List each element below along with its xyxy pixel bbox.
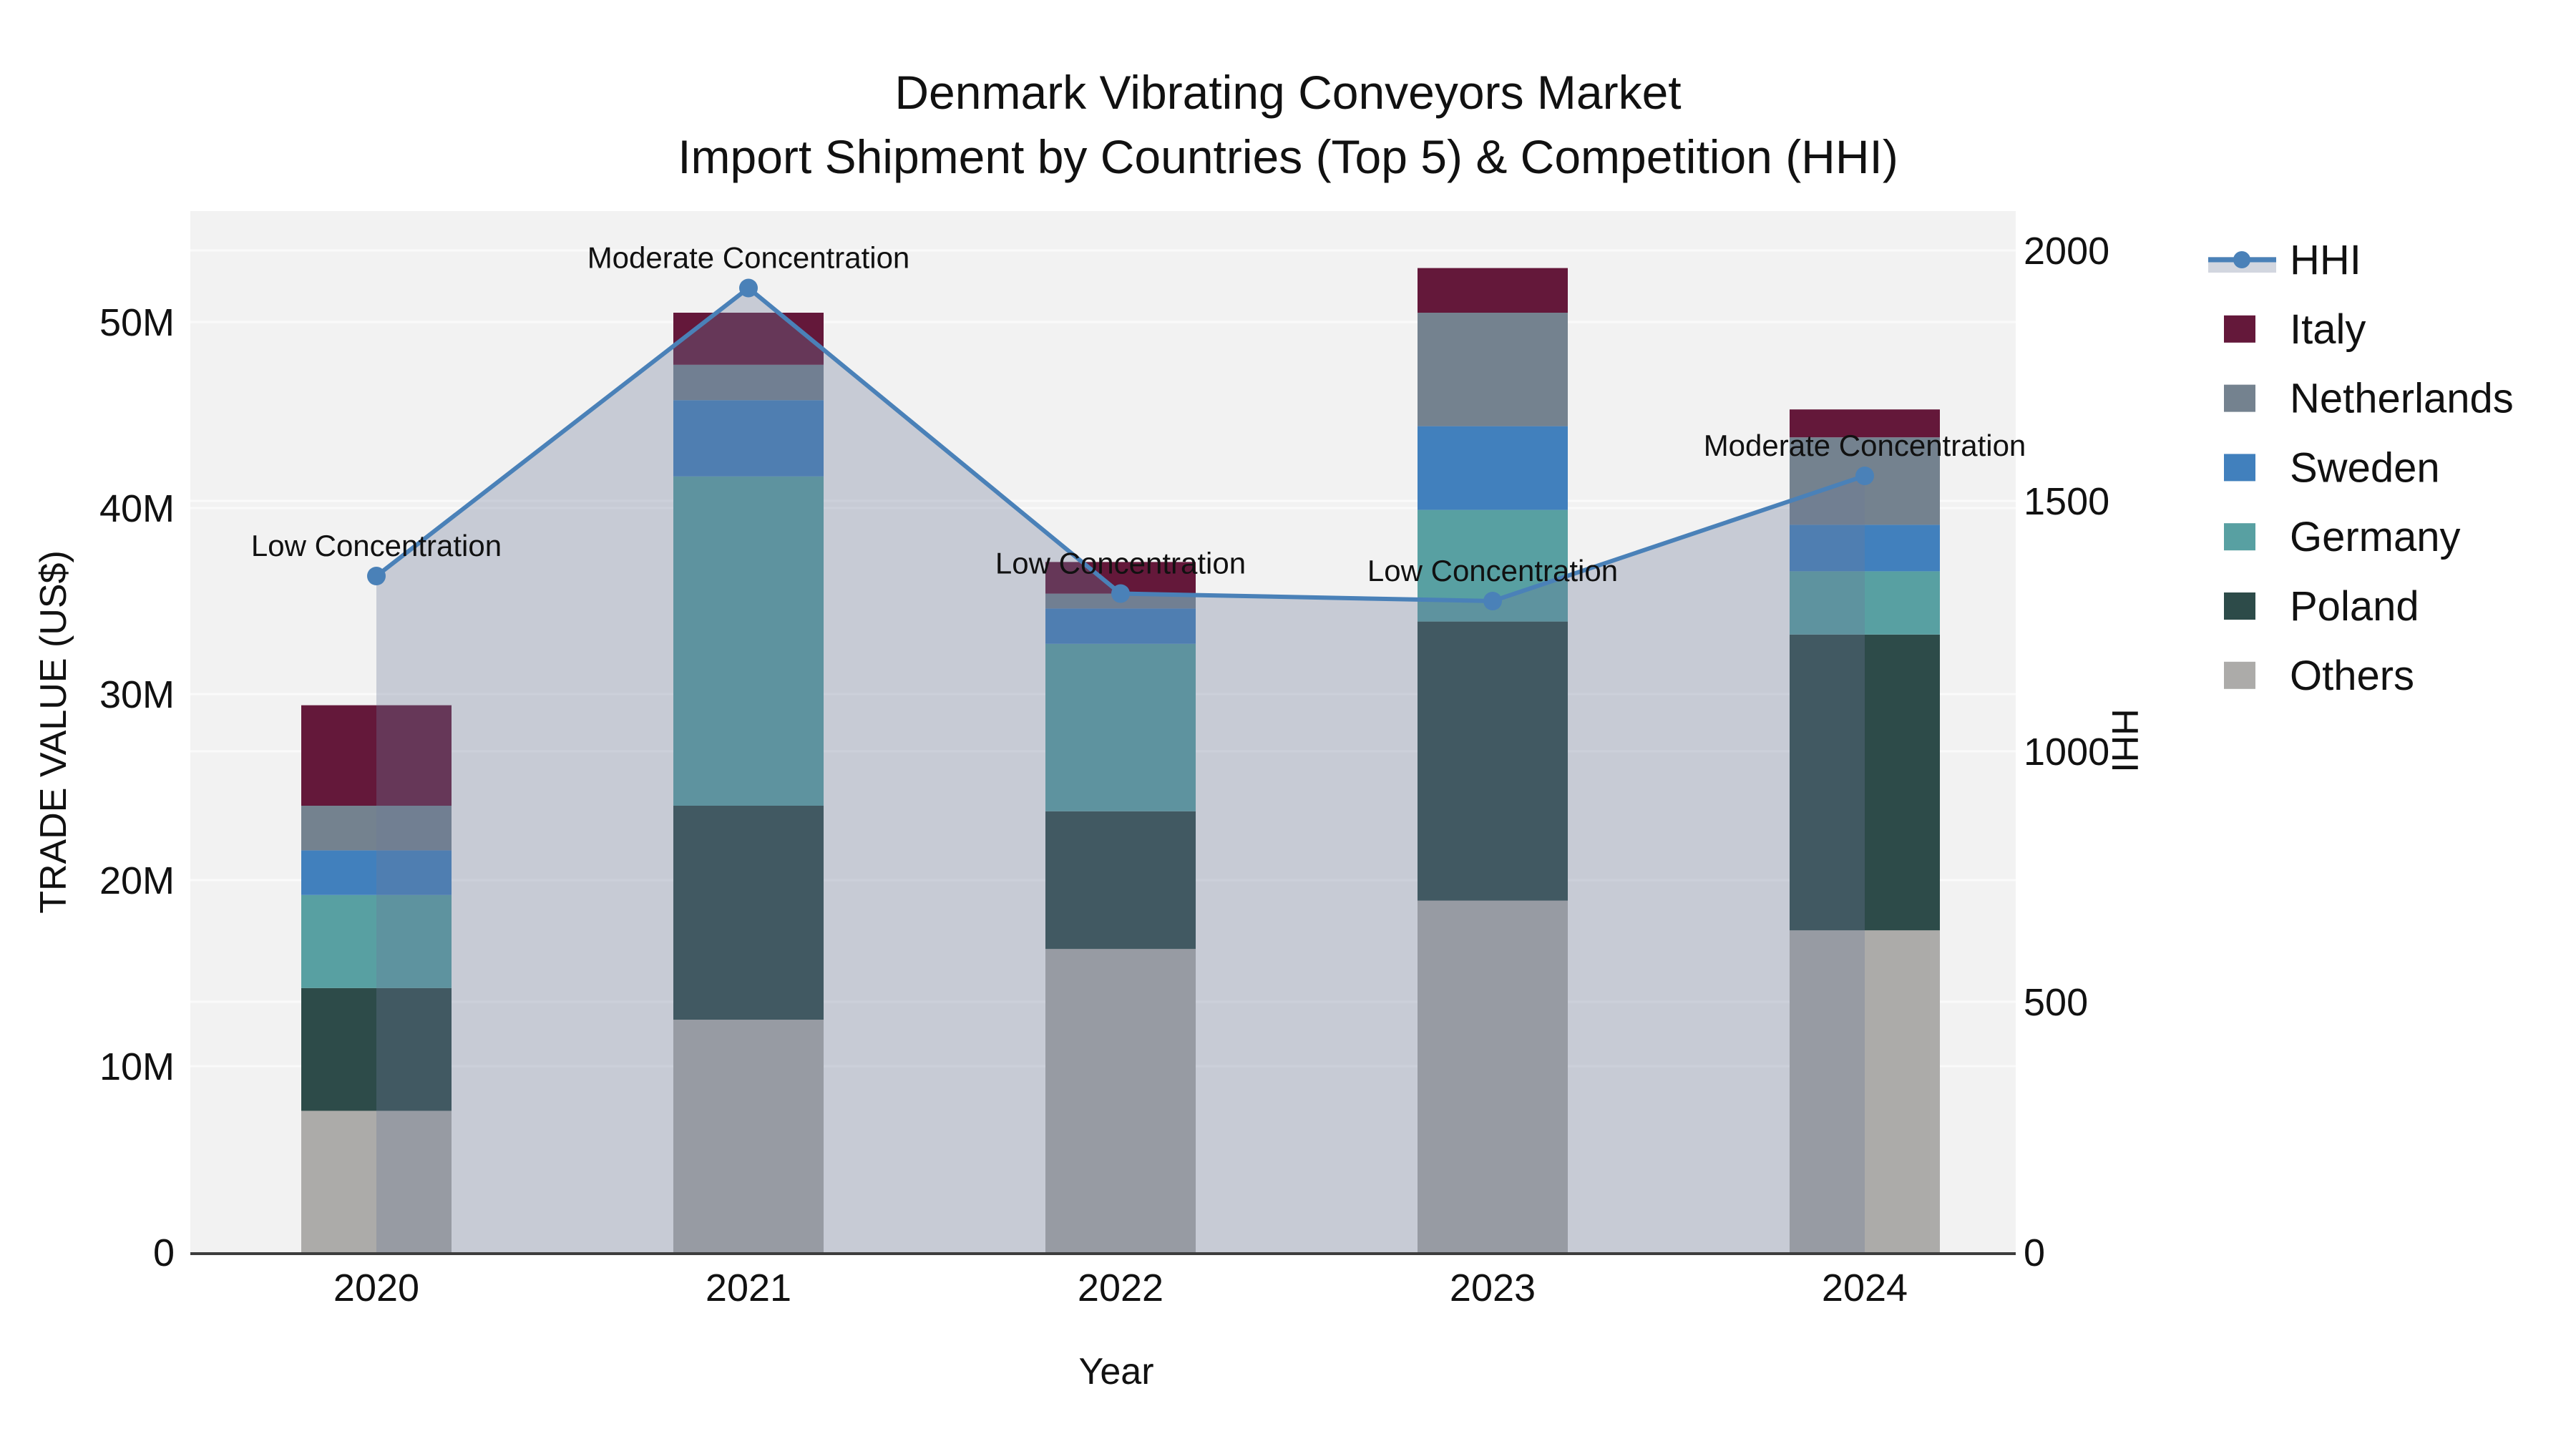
right-tick-1000: 1000	[2024, 731, 2109, 774]
x-tick-2020: 2020	[333, 1267, 419, 1309]
x-tick-2023: 2023	[1450, 1267, 1536, 1309]
x-tick-2024: 2024	[1822, 1267, 1908, 1309]
bar-segment-2020-germany[interactable]	[301, 894, 452, 988]
bar-segment-2021-netherlands[interactable]	[673, 364, 824, 401]
right-tick-0: 0	[2024, 1231, 2045, 1274]
legend-swatch-italy	[2224, 315, 2255, 343]
bar-segment-2022-germany[interactable]	[1045, 643, 1196, 811]
hhi-marker-2021[interactable]	[739, 278, 758, 298]
right-axis-title: HHI	[2104, 708, 2145, 773]
bar-segment-2020-sweden[interactable]	[301, 850, 452, 895]
left-tick-10M: 10M	[99, 1045, 175, 1088]
legend-item-germany[interactable]: Germany	[2224, 514, 2461, 560]
legend-swatch-germany	[2224, 523, 2255, 551]
legend-item-hhi[interactable]: HHI	[2208, 237, 2361, 283]
bar-series-group	[301, 268, 1940, 1252]
left-tick-20M: 20M	[99, 859, 175, 902]
hhi-marker-2020[interactable]	[367, 567, 386, 585]
legend-label-germany: Germany	[2290, 514, 2461, 560]
bar-segment-2022-poland[interactable]	[1045, 811, 1196, 950]
annotation-2020: Low Concentration	[251, 529, 502, 562]
x-tick-2022: 2022	[1078, 1267, 1163, 1309]
bar-segment-2024-germany[interactable]	[1790, 571, 1940, 635]
legend-label-sweden: Sweden	[2290, 444, 2440, 491]
bar-segment-2020-poland[interactable]	[301, 987, 452, 1111]
legend-item-sweden[interactable]: Sweden	[2224, 444, 2440, 491]
left-tick-30M: 30M	[99, 673, 175, 716]
bar-segment-2022-sweden[interactable]	[1045, 608, 1196, 644]
annotation-2023: Low Concentration	[1367, 554, 1618, 587]
bar-segment-2023-netherlands[interactable]	[1418, 313, 1568, 426]
left-tick-40M: 40M	[99, 487, 175, 530]
legend-label-others: Others	[2290, 653, 2414, 699]
left-tick-50M: 50M	[99, 301, 175, 344]
bar-segment-2020-italy[interactable]	[301, 705, 452, 806]
bar-segment-2023-poland[interactable]	[1418, 621, 1568, 901]
bar-segment-2022-others[interactable]	[1045, 949, 1196, 1252]
bar-segment-2023-sweden[interactable]	[1418, 426, 1568, 510]
legend-swatch-sweden	[2224, 454, 2255, 482]
legend-item-netherlands[interactable]: Netherlands	[2224, 376, 2514, 422]
left-tick-0: 0	[153, 1231, 175, 1274]
bar-segment-2023-others[interactable]	[1418, 900, 1568, 1252]
right-tick-2000: 2000	[2024, 230, 2109, 273]
legend-item-italy[interactable]: Italy	[2224, 306, 2366, 353]
x-tick-2021: 2021	[706, 1267, 791, 1309]
bar-segment-2024-poland[interactable]	[1790, 634, 1940, 931]
bar-segment-2024-sweden[interactable]	[1790, 525, 1940, 572]
hhi-marker-2022[interactable]	[1111, 584, 1130, 603]
right-tick-500: 500	[2024, 981, 2088, 1024]
legend-label-italy: Italy	[2290, 306, 2366, 353]
bar-segment-2024-italy[interactable]	[1790, 409, 1940, 438]
legend-swatch-others	[2224, 661, 2255, 689]
bar-segment-2023-italy[interactable]	[1418, 268, 1568, 313]
legend-swatch-netherlands	[2224, 384, 2255, 412]
legend-label-netherlands: Netherlands	[2290, 376, 2514, 422]
bar-segment-2020-others[interactable]	[301, 1111, 452, 1252]
chart-title: Denmark Vibrating Conveyors Market	[894, 66, 1682, 119]
bar-segment-2024-others[interactable]	[1790, 930, 1940, 1252]
chart-subtitle: Import Shipment by Countries (Top 5) & C…	[678, 130, 1898, 183]
legend-item-poland[interactable]: Poland	[2224, 583, 2419, 630]
annotation-2024: Moderate Concentration	[1704, 429, 2026, 462]
x-axis-title: Year	[1078, 1351, 1153, 1392]
legend-label-poland: Poland	[2290, 583, 2419, 630]
hhi-legend-marker	[2233, 251, 2250, 268]
hhi-marker-2023[interactable]	[1483, 592, 1502, 610]
annotation-2022: Low Concentration	[995, 547, 1246, 580]
legend-item-others[interactable]: Others	[2224, 653, 2414, 699]
bar-segment-2020-netherlands[interactable]	[301, 806, 452, 851]
legend-label-hhi: HHI	[2290, 237, 2361, 283]
legend: HHI Italy Netherlands Sweden Germany Poland Ot…	[2208, 237, 2514, 699]
bar-segment-2021-sweden[interactable]	[673, 400, 824, 477]
bar-segment-2021-germany[interactable]	[673, 476, 824, 806]
legend-swatch-poland	[2224, 592, 2255, 620]
bar-segment-2021-others[interactable]	[673, 1020, 824, 1252]
left-axis-title: TRADE VALUE (US$)	[33, 550, 74, 914]
bar-segment-2021-italy[interactable]	[673, 313, 824, 365]
right-tick-1500: 1500	[2024, 480, 2109, 523]
hhi-marker-2024[interactable]	[1855, 467, 1874, 485]
bar-segment-2021-poland[interactable]	[673, 806, 824, 1020]
annotation-2021: Moderate Concentration	[587, 241, 910, 275]
hhi-area-fill	[376, 288, 1865, 1252]
